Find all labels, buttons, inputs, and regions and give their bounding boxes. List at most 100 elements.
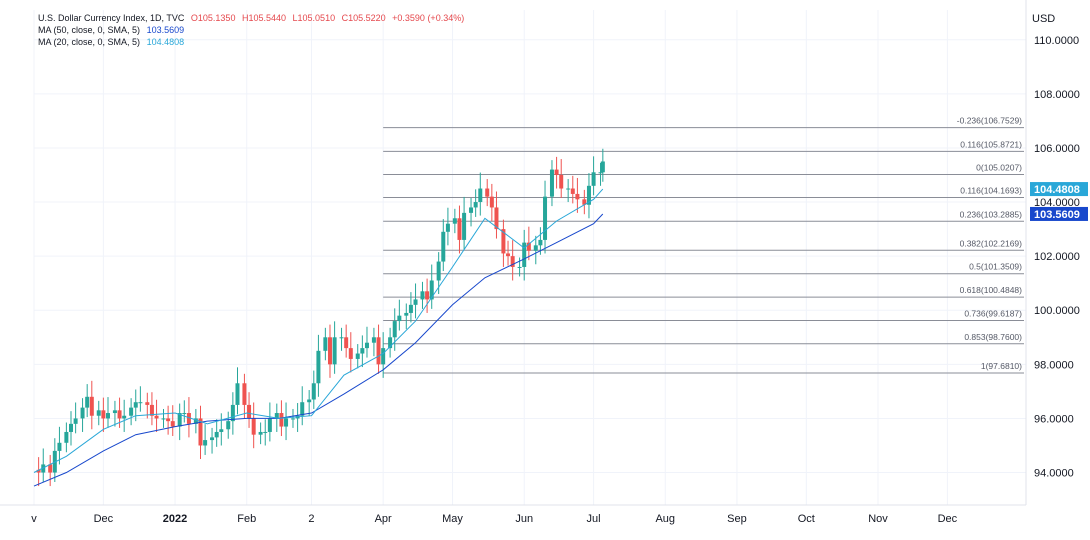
ma-value-badge-text-1: 104.4808 — [1034, 184, 1080, 196]
candle-body-30 — [193, 418, 198, 424]
legend-ma20-row[interactable]: MA (20, close, 0, SMA, 5) 104.4808 — [38, 36, 464, 48]
ohlc-low: L105.0510 — [292, 13, 336, 23]
candle-body-18 — [129, 407, 134, 416]
ohlc-change: +0.3590 (+0.34%) — [392, 13, 465, 23]
y-tick-label-1: 96.0000 — [1034, 413, 1074, 425]
candle-body-17 — [122, 415, 127, 419]
fib-level-label-8: 0.736(99.6187) — [964, 309, 1022, 319]
fib-level-label-0: -0.236(106.7529) — [957, 116, 1022, 126]
candle-body-97 — [554, 169, 559, 175]
candle-body-13 — [101, 410, 106, 419]
candle-body-80 — [462, 212, 467, 240]
candle-body-8 — [73, 418, 78, 424]
candle-body-3 — [48, 464, 53, 473]
legend-ma50-row[interactable]: MA (50, close, 0, SMA, 5) 103.5609 — [38, 24, 464, 36]
ohlc-close: C105.5220 — [341, 13, 386, 23]
candle-body-57 — [339, 337, 344, 339]
candle-body-62 — [364, 342, 369, 349]
fib-level-label-5: 0.382(102.2169) — [960, 238, 1023, 248]
candle-body-90 — [517, 266, 522, 268]
x-tick-label-8: Jul — [587, 513, 601, 525]
candle-body-9 — [80, 407, 85, 419]
candle-body-59 — [348, 348, 353, 359]
candle-body-70 — [408, 304, 413, 313]
candle-body-56 — [332, 337, 337, 365]
candle-body-1 — [36, 469, 41, 473]
candle-body-63 — [371, 337, 376, 343]
candle-body-88 — [506, 253, 511, 257]
ma20-name: MA (20, close, 0, SMA, 5) — [38, 37, 141, 47]
fib-level-label-4: 0.236(103.2885) — [960, 209, 1023, 219]
x-tick-label-1: Dec — [94, 513, 114, 525]
fib-level-label-3: 0.116(104.1693) — [960, 185, 1022, 195]
legend-title-row: U.S. Dollar Currency Index, 1D, TVC O105… — [38, 12, 464, 24]
candle-body-31 — [198, 418, 203, 446]
currency-label: USD — [1032, 13, 1055, 25]
fib-level-label-2: 0(105.0207) — [976, 162, 1022, 172]
candle-body-65 — [381, 348, 386, 365]
candle-body-75 — [436, 261, 441, 281]
candle-body-98 — [559, 175, 564, 189]
candle-body-28 — [182, 413, 187, 415]
candle-body-34 — [214, 431, 219, 438]
y-tick-label-0: 94.0000 — [1034, 468, 1074, 480]
candle-body-50 — [300, 402, 305, 416]
candle-body-48 — [290, 418, 295, 420]
x-tick-label-5: Apr — [375, 513, 392, 525]
y-tick-label-5: 104.0000 — [1034, 197, 1080, 209]
x-tick-label-13: Dec — [938, 513, 958, 525]
candle-body-42 — [258, 431, 263, 435]
x-tick-label-6: May — [442, 513, 463, 525]
candle-body-11 — [89, 396, 94, 416]
candle-body-104 — [591, 172, 596, 186]
ma-line-0[interactable] — [33, 213, 604, 487]
candle-body-19 — [133, 402, 138, 408]
candle-body-24 — [161, 418, 166, 420]
candle-body-92 — [526, 242, 531, 251]
candle-body-79 — [457, 218, 462, 240]
candle-body-101 — [575, 193, 580, 200]
candle-body-51 — [307, 399, 312, 403]
x-tick-label-11: Oct — [798, 513, 815, 525]
y-tick-label-7: 108.0000 — [1034, 89, 1080, 101]
x-tick-label-2: 2022 — [163, 513, 187, 525]
candle-body-103 — [586, 185, 591, 205]
candle-body-10 — [85, 396, 90, 408]
candle-body-6 — [64, 431, 69, 443]
ma-value-badge-0 — [1030, 206, 1088, 221]
candle-body-100 — [570, 188, 575, 194]
candle-body-95 — [543, 196, 548, 240]
candle-body-105 — [598, 172, 603, 174]
candle-body-82 — [473, 202, 478, 208]
candle-body-73 — [425, 291, 430, 300]
candle-body-71 — [413, 299, 418, 305]
fib-level-label-10: 1(97.6810) — [981, 361, 1022, 371]
candle-body-21 — [145, 402, 150, 405]
candle-body-55 — [327, 337, 332, 365]
y-tick-label-4: 102.0000 — [1034, 251, 1080, 263]
candle-body-38 — [235, 383, 240, 405]
ohlc-open: O105.1350 — [190, 13, 236, 23]
candle-body-86 — [494, 207, 499, 230]
candle-body-33 — [210, 437, 215, 441]
candle-body-43 — [263, 431, 268, 433]
ma-line-1[interactable] — [33, 188, 604, 473]
candle-body-36 — [226, 421, 231, 430]
candle-body-91 — [522, 242, 527, 267]
ma-value-badge-1 — [1030, 182, 1088, 197]
y-tick-label-2: 98.0000 — [1034, 359, 1074, 371]
candle-body-85 — [489, 196, 494, 208]
candle-body-37 — [230, 404, 235, 422]
x-tick-label-7: Jun — [515, 513, 533, 525]
candle-body-77 — [445, 223, 450, 232]
ma50-name: MA (50, close, 0, SMA, 5) — [38, 25, 141, 35]
x-tick-label-3: Feb — [237, 513, 256, 525]
candle-body-12 — [96, 410, 101, 416]
candle-body-99 — [566, 188, 571, 190]
candle-body-96 — [549, 169, 554, 197]
candle-body-68 — [397, 315, 402, 322]
candle-body-84 — [485, 188, 490, 197]
candle-body-52 — [311, 383, 316, 400]
fib-level-label-6: 0.5(101.3509) — [969, 262, 1022, 272]
